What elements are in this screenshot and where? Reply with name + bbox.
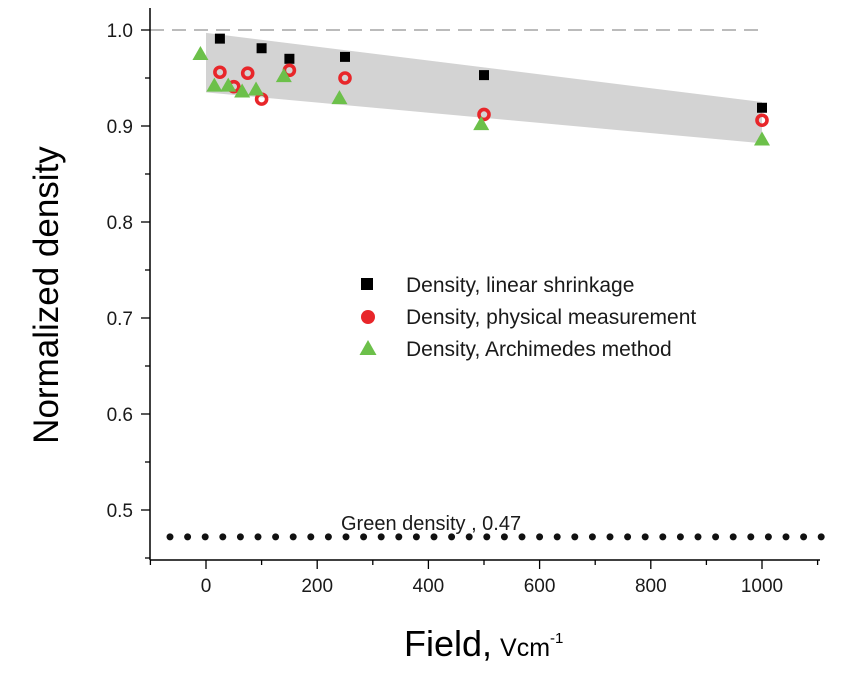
legend-label-linear-shrinkage: Density, linear shrinkage [406,274,634,297]
point-archimedes-method [275,68,292,83]
point-archimedes-method [206,77,223,92]
reference-lines [150,29,826,541]
x-tick-label: 1000 [741,576,783,597]
x-axis-title-superscript: -1 [550,630,563,647]
x-tick-label: 200 [301,576,333,597]
x-tick-label: 600 [524,576,556,597]
legend-marker-triangle [359,340,377,355]
legend-marker-circle [361,310,375,324]
point-linear-shrinkage [284,53,295,64]
point-physical-measurement [254,92,269,106]
legend-marker-square [361,278,373,290]
point-linear-shrinkage [479,70,489,81]
legend: Density, linear shrinkage Density, physi… [359,274,696,361]
point-archimedes-method [473,116,490,131]
legend-label-archimedes-method: Density, Archimedes method [406,338,672,361]
point-archimedes-method [248,81,265,96]
y-tick-label: 0.8 [107,213,133,234]
point-archimedes-method [192,46,209,60]
y-tick-label: 0.6 [107,405,133,426]
point-linear-shrinkage [757,102,767,113]
point-physical-measurement [338,71,352,85]
point-archimedes-method [331,90,348,105]
green-density-annotation: Green density , 0.47 [341,513,521,535]
x-axis-title-main: Field, [404,623,492,664]
point-archimedes-method [234,83,251,98]
point-physical-measurement [755,113,769,128]
data-points [192,33,770,146]
y-tick-label: 0.9 [107,117,133,138]
x-axis-title: Field, Vcm-1 [404,623,563,664]
y-axis-title: Normalized density [27,146,66,444]
x-tick-label: 800 [635,576,667,597]
point-linear-shrinkage [340,51,350,62]
point-archimedes-method [754,131,770,146]
tick-marks: 0 200 400 600 800 1000 0.5 0.6 0.7 0.8 0.9 1.0 [107,21,819,597]
x-axis-title-units: Vcm [500,634,550,662]
point-archimedes-method [220,77,237,92]
point-physical-measurement [213,65,227,80]
x-tick-label: 0 [201,576,212,597]
point-physical-measurement [240,66,255,80]
point-linear-shrinkage [214,33,225,44]
x-tick-label: 400 [413,576,445,597]
legend-label-physical-measurement: Density, physical measurement [406,306,696,329]
y-tick-label: 1.0 [107,21,133,42]
y-tick-label: 0.5 [107,501,133,522]
point-linear-shrinkage [256,43,267,54]
point-physical-measurement [477,107,491,122]
y-tick-label: 0.7 [107,309,133,330]
